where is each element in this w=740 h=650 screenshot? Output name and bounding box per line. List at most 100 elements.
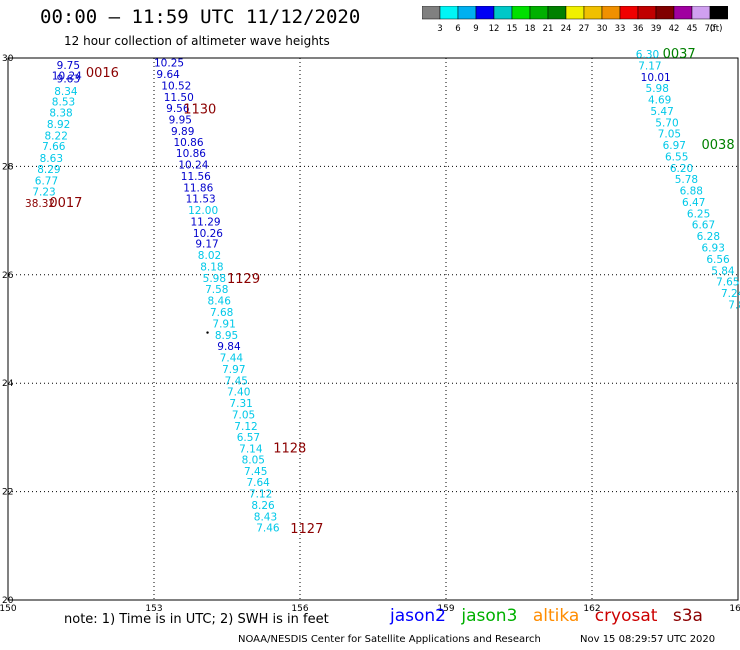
swh-value-label: 8.95	[215, 330, 238, 342]
swh-value-label: 7.40	[227, 387, 250, 399]
pass-time-label: 1129	[227, 272, 260, 287]
swh-value-label: 7.05	[232, 409, 255, 421]
swh-value-label: 8.18	[200, 261, 223, 273]
swh-value-label: 10.24	[178, 160, 208, 172]
swh-value-label: 7.45	[244, 466, 267, 478]
swh-value-label: 10.86	[173, 137, 203, 149]
swh-value-label: 11.29	[191, 216, 221, 228]
swh-value-label: 8.26	[251, 500, 275, 512]
swh-value-label: 6.20	[670, 163, 693, 175]
legend-jason2: jason2	[390, 606, 446, 626]
swh-value-label: 8.53	[52, 97, 75, 109]
swh-value-label: 38.32	[25, 198, 55, 210]
swh-value-label: 7.23	[32, 187, 55, 199]
pass-time-label: 1127	[290, 522, 323, 537]
swh-value-label: 9.84	[217, 341, 241, 353]
colorbar-unit: (ft)	[710, 24, 723, 34]
swh-value-label: 7.31	[229, 398, 252, 410]
swh-value-label: 9.56	[166, 103, 190, 115]
swh-value-label: 8.43	[254, 511, 277, 523]
colorbar-swatch	[709, 6, 728, 20]
colorbar-tick-label: 6	[455, 24, 460, 34]
colorbar-tick-label: 3	[437, 24, 442, 34]
swh-value-label: 7.14	[239, 444, 263, 456]
swh-value-label: 8.46	[208, 296, 232, 308]
lat-tick-label: 24	[2, 379, 14, 389]
swh-value-label: 6.30	[636, 49, 659, 61]
swh-value-label: 9.64	[156, 69, 180, 81]
wave-height-colorbar: 3 6 9 12 15 18 21 24 27 30 33 36 39 42 45 70(ft)	[422, 6, 728, 34]
lat-tick-label: 28	[2, 162, 14, 172]
swh-value-label: 8.29	[37, 164, 60, 176]
colorbar-tick-label: 21	[543, 24, 554, 34]
colorbar-tick-label: 33	[615, 24, 626, 34]
lon-tick-label: 159	[437, 604, 454, 614]
swh-value-label: 10.52	[161, 80, 191, 92]
swh-value-label: 6.56	[706, 254, 730, 266]
swh-value-label: 6.97	[663, 140, 686, 152]
swh-value-label: 10.01	[641, 72, 671, 84]
swh-value-label: 8.38	[49, 108, 72, 120]
pass-time-label: 0017	[49, 196, 82, 211]
lon-tick-label: 150	[0, 604, 17, 614]
swh-value-label: 8.34	[54, 86, 78, 98]
swh-value-label: 6.25	[687, 208, 710, 220]
swh-value-label: 5.70	[655, 117, 678, 129]
pass-time-label: 0016	[86, 66, 119, 81]
swh-value-label: 11.56	[181, 171, 211, 183]
colorbar-tick-label: 30	[597, 24, 608, 34]
legend-cryosat: cryosat	[594, 606, 658, 626]
swh-value-label: 7.24	[721, 288, 740, 300]
track-layer: 9.7510.249.638.348.538.388.928.227.668.6…	[25, 47, 740, 537]
swh-value-label: 6.28	[697, 231, 720, 243]
swh-value-label: 8.22	[45, 130, 68, 142]
pass-time-label: 0037	[663, 47, 696, 62]
swh-value-label: 9.63	[57, 73, 80, 85]
swh-value-label: 11.50	[164, 92, 194, 104]
swh-value-label: 12.00	[188, 205, 218, 217]
swh-value-label: 9.75	[57, 60, 80, 72]
swh-value-label: 8.92	[47, 119, 70, 131]
generated-timestamp: Nov 15 08:29:57 UTC 2020	[580, 634, 716, 645]
swh-value-label: 5.84	[711, 265, 735, 277]
lat-tick-label: 30	[2, 54, 14, 64]
swh-value-label: 10.26	[193, 228, 223, 240]
colorbar-tick-label: 45	[687, 24, 698, 34]
colorbar-tick-label: 27	[579, 24, 590, 34]
colorbar-tick-label: 24	[561, 24, 572, 34]
swh-value-label: 7.80	[728, 299, 740, 311]
legend-altika: altika	[532, 606, 580, 626]
swh-value-label: 4.69	[648, 95, 671, 107]
swh-value-label: 7.44	[220, 353, 244, 365]
swh-value-label: 7.97	[222, 364, 245, 376]
swh-value-label: 7.17	[638, 60, 661, 72]
swh-value-label: 11.53	[186, 194, 216, 206]
swh-value-label: 6.67	[692, 220, 715, 232]
colorbar-tick-label: 42	[669, 24, 680, 34]
colorbar-tick-label: 36	[633, 24, 644, 34]
swh-value-label: 7.68	[210, 307, 233, 319]
swh-value-label: 6.93	[702, 242, 725, 254]
lon-tick-label: 162	[583, 604, 600, 614]
swh-value-label: 10.24	[52, 71, 82, 83]
swh-value-label: 6.47	[682, 197, 705, 209]
satellite-legend: jason2 jason3 altika cryosat s3a	[390, 606, 713, 626]
swh-value-label: 7.58	[205, 284, 228, 296]
legend-s3a: s3a	[672, 606, 703, 626]
swh-value-label: 9.17	[195, 239, 218, 251]
swh-value-label: 6.88	[680, 186, 703, 198]
pass-time-label: 1130	[183, 102, 216, 117]
swh-value-label: 7.66	[42, 141, 66, 153]
colorbar-tick-label: 15	[507, 24, 518, 34]
swh-value-label: 5.47	[650, 106, 673, 118]
colorbar-tick-label: 12	[489, 24, 500, 34]
colorbar-tick-label: 9	[473, 24, 478, 34]
pass-time-label: 0038	[702, 138, 735, 153]
lon-tick-label: 153	[145, 604, 162, 614]
map-frame	[7, 57, 739, 601]
swh-value-label: 8.63	[40, 153, 63, 165]
track-marker	[206, 331, 209, 334]
lon-tick-label: 156	[291, 604, 308, 614]
swh-value-label: 7.91	[212, 318, 235, 330]
